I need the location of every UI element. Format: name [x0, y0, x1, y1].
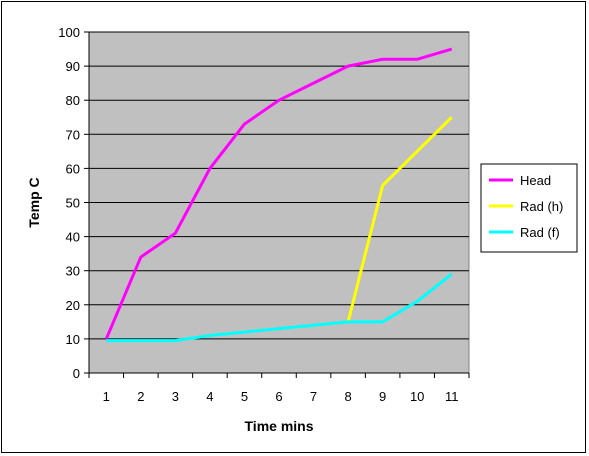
x-axis-title: Time mins [245, 418, 314, 434]
x-tick-label: 6 [275, 389, 282, 404]
legend-label: Rad (f) [520, 225, 560, 240]
y-tick-label: 20 [66, 298, 80, 313]
legend-label: Head [520, 173, 551, 188]
x-tick-label: 2 [137, 389, 144, 404]
gridlines [89, 31, 469, 340]
legend-label: Rad (h) [520, 199, 563, 214]
legend: Head Rad (h) Rad (f) [480, 163, 578, 253]
x-tick-label: 4 [206, 389, 213, 404]
series-lines [104, 47, 453, 343]
x-tick-label: 3 [172, 389, 179, 404]
series-line-rad-h [346, 116, 453, 323]
x-tick-label: 10 [410, 389, 424, 404]
x-tick-label: 1 [103, 389, 110, 404]
y-tick-label: 30 [66, 264, 80, 279]
y-tick-label: 100 [58, 25, 80, 40]
y-tick-label: 0 [73, 366, 80, 381]
y-axis-ticks: 0 10 20 30 40 50 60 70 80 90 100 [58, 25, 89, 381]
x-tick-label: 8 [344, 389, 351, 404]
x-tick-label: 11 [445, 389, 459, 404]
x-tick-label: 5 [241, 389, 248, 404]
y-tick-label: 80 [66, 93, 80, 108]
x-tick-label: 9 [379, 389, 386, 404]
series-line-rad-f [106, 272, 453, 343]
y-tick-label: 40 [66, 230, 80, 245]
y-tick-label: 10 [66, 332, 80, 347]
y-tick-label: 90 [66, 59, 80, 74]
x-axis-ticks: 1 2 3 4 5 6 7 8 9 10 11 [88, 373, 470, 404]
series-line-head [104, 47, 453, 340]
x-tick-label: 7 [310, 389, 317, 404]
y-axis-title: Temp C [26, 177, 42, 227]
y-tick-label: 60 [66, 161, 80, 176]
y-tick-label: 50 [66, 196, 80, 211]
y-tick-label: 70 [66, 127, 80, 142]
